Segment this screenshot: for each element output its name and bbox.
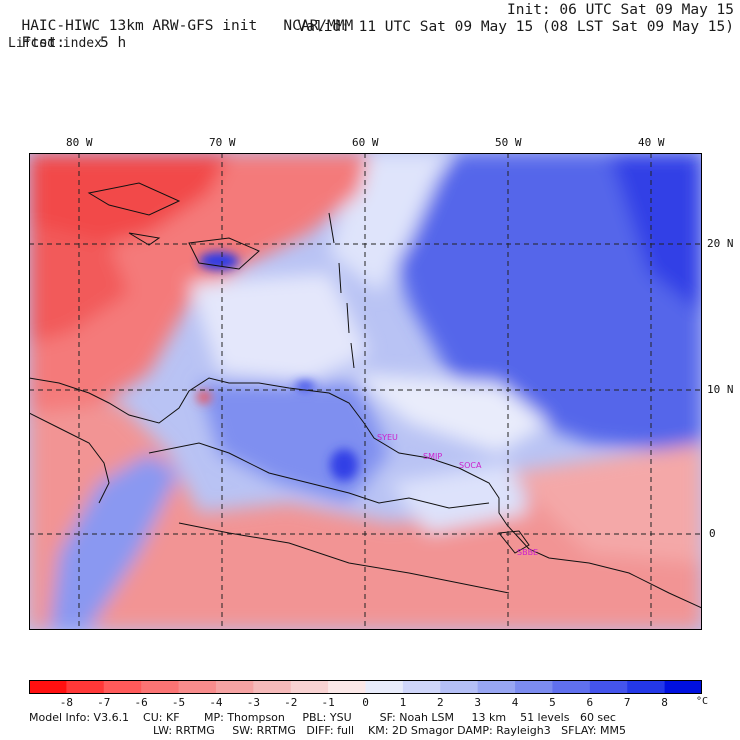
colorbar-tick: -6	[134, 696, 148, 709]
colorbar-swatch	[66, 680, 105, 694]
colorbar-tick: 3	[474, 696, 481, 709]
region-label-sbbe: SBBE	[517, 548, 538, 557]
lifted-index-map: SYEU SMJP SOCA SBBE	[29, 153, 702, 630]
valid-time: Valid: 11 UTC Sat 09 May 15 (08 LST Sat …	[297, 19, 735, 35]
colorbar-tick: 8	[661, 696, 668, 709]
region-label-smjp: SMJP	[423, 452, 442, 461]
colorbar-tick: 0	[362, 696, 369, 709]
colorbar-frame	[29, 680, 702, 694]
colorbar-unit: °C	[695, 696, 709, 707]
colorbar-tick: -5	[171, 696, 186, 709]
colorbar-tick: -4	[209, 696, 223, 709]
colorbar-swatch	[589, 680, 628, 694]
region-label-soca: SOCA	[459, 461, 482, 470]
lon-label-70w: 70 W	[209, 136, 236, 149]
colorbar-tick: 6	[586, 696, 594, 709]
colorbar-swatch	[627, 680, 666, 694]
model-info-line2: LW: RRTMG SW: RRTMG DIFF: full KM: 2D Sm…	[153, 724, 626, 737]
colorbar-swatch	[515, 680, 553, 694]
model-info-line1: Model Info: V3.6.1 CU: KF MP: Thompson P…	[29, 711, 616, 724]
lon-label-50w: 50 W	[495, 136, 522, 149]
colorbar-swatch	[552, 680, 591, 694]
init-time: Init: 06 UTC Sat 09 May 15	[507, 2, 734, 18]
colorbar-tick: 5	[549, 696, 556, 709]
lon-label-60w: 60 W	[352, 136, 379, 149]
colorbar-swatch	[215, 680, 254, 694]
colorbar-swatch	[365, 680, 404, 694]
region-label-syeu: SYEU	[377, 433, 398, 442]
colorbar-swatch	[664, 680, 702, 694]
colorbar-tick: -1	[321, 696, 335, 709]
map-frame	[29, 153, 702, 630]
field-name: Lifted index	[8, 36, 102, 51]
colorbar-swatch	[103, 680, 142, 694]
model-title: HAIC-HIWC 13km ARW-GFS init NCAR/MMM	[21, 18, 354, 34]
lat-label-0: 0	[709, 527, 716, 540]
colorbar	[29, 680, 702, 694]
graticule	[29, 153, 702, 630]
colorbar-swatch	[29, 680, 67, 694]
colorbar-tick: -3	[246, 696, 260, 709]
colorbar-swatch	[290, 680, 329, 694]
colorbar-swatch	[477, 680, 516, 694]
lon-label-40w: 40 W	[638, 136, 665, 149]
colorbar-swatch	[253, 680, 292, 694]
colorbar-swatch	[328, 680, 366, 694]
colorbar-swatch	[141, 680, 180, 694]
colorbar-tick: 4	[511, 696, 519, 709]
colorbar-tick: -7	[97, 696, 111, 709]
station-labels: SYEU SMJP SOCA SBBE	[377, 433, 538, 557]
lat-label-10n: 10 N	[707, 383, 734, 396]
colorbar-tick: 2	[436, 696, 444, 709]
colorbar-tick: 1	[399, 696, 407, 709]
colorbar-swatch	[178, 680, 217, 694]
colorbar-tick: -8	[59, 696, 73, 709]
colorbar-swatch	[402, 680, 441, 694]
colorbar-tick: -2	[284, 696, 298, 709]
lon-label-80w: 80 W	[66, 136, 93, 149]
colorbar-swatch	[440, 680, 479, 694]
forecast-hour: Fcst: 5 h	[21, 35, 127, 51]
colorbar-tick: 7	[623, 696, 631, 709]
lat-label-20n: 20 N	[707, 237, 734, 250]
